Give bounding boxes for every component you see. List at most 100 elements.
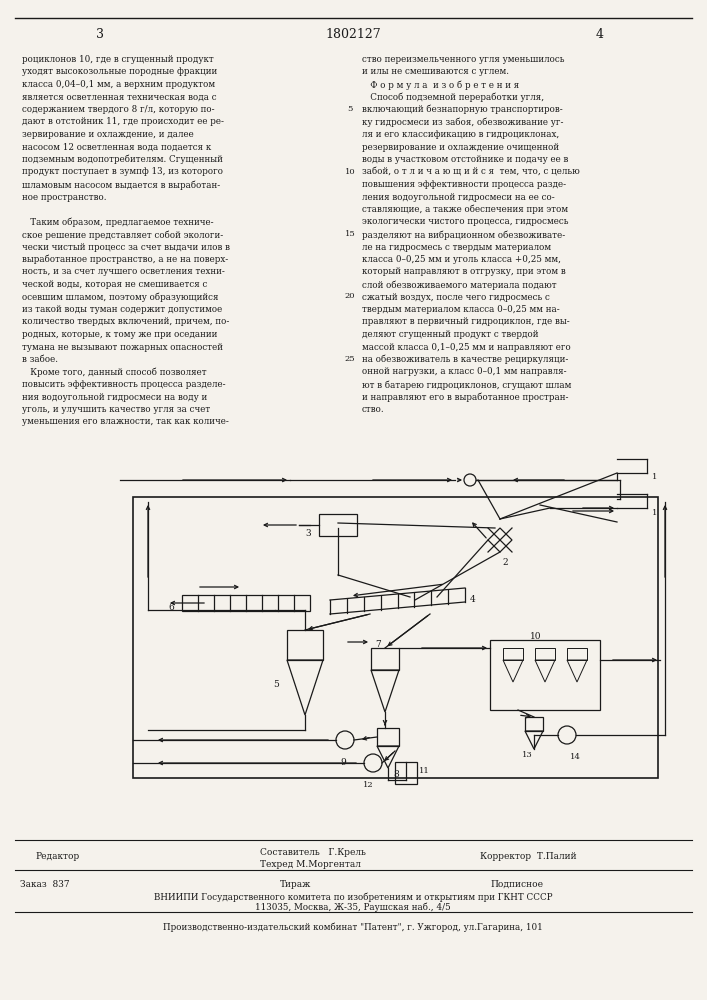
Text: Способ подземной переработки угля,: Способ подземной переработки угля,: [362, 93, 544, 102]
Text: зервирование и охлаждение, и далее: зервирование и охлаждение, и далее: [22, 130, 194, 139]
Text: Ф о р м у л а  и з о б р е т е н и я: Ф о р м у л а и з о б р е т е н и я: [362, 80, 519, 90]
Text: подземным водопотребителям. Сгущенный: подземным водопотребителям. Сгущенный: [22, 155, 223, 164]
Bar: [525, 717, 543, 731]
Text: в забое.: в забое.: [22, 355, 58, 364]
Bar: [371, 648, 399, 670]
Bar: [133, 497, 658, 778]
Text: уменьшения его влажности, так как количе-: уменьшения его влажности, так как количе…: [22, 418, 229, 426]
Text: 5: 5: [347, 105, 353, 113]
Text: является осветленная техническая вода с: является осветленная техническая вода с: [22, 93, 216, 102]
Text: уголь, и улучшить качество угля за счет: уголь, и улучшить качество угля за счет: [22, 405, 210, 414]
Text: тумана не вызывают пожарных опасностей: тумана не вызывают пожарных опасностей: [22, 342, 223, 352]
Text: ство переизмельченного угля уменьшилось: ство переизмельченного угля уменьшилось: [362, 55, 564, 64]
Text: количество твердых включений, причем, по-: количество твердых включений, причем, по…: [22, 318, 229, 326]
Text: и илы не смешиваются с углем.: и илы не смешиваются с углем.: [362, 68, 509, 77]
Text: Редактор: Редактор: [35, 852, 79, 861]
Text: ВНИИПИ Государственного комитета по изобретениям и открытиям при ГКНТ СССР: ВНИИПИ Государственного комитета по изоб…: [153, 892, 552, 902]
Text: 10: 10: [530, 632, 542, 641]
Text: включающий безнапорную транспортиров-: включающий безнапорную транспортиров-: [362, 105, 563, 114]
Text: родных, которые, к тому же при оседании: родных, которые, к тому же при оседании: [22, 330, 217, 339]
Text: повышения эффективности процесса разде-: повышения эффективности процесса разде-: [362, 180, 566, 189]
Text: осевшим шламом, поэтому образующийся: осевшим шламом, поэтому образующийся: [22, 292, 218, 302]
Text: твердым материалом класса 0–0,25 мм на-: твердым материалом класса 0–0,25 мм на-: [362, 305, 560, 314]
Text: ления водоугольной гидросмеси на ее со-: ления водоугольной гидросмеси на ее со-: [362, 192, 555, 202]
Text: ское решение представляет собой экологи-: ское решение представляет собой экологи-: [22, 230, 223, 239]
Text: ческой воды, которая не смешивается с: ческой воды, которая не смешивается с: [22, 280, 207, 289]
Text: Заказ  837: Заказ 837: [20, 880, 69, 889]
Text: 4: 4: [470, 595, 476, 604]
Text: Производственно-издательский комбинат "Патент", г. Ужгород, ул.Гагарина, 101: Производственно-издательский комбинат "П…: [163, 922, 543, 932]
Text: массой класса 0,1–0,25 мм и направляют его: массой класса 0,1–0,25 мм и направляют е…: [362, 342, 571, 352]
Text: 3: 3: [96, 28, 104, 41]
Text: Техред М.Моргентал: Техред М.Моргентал: [260, 860, 361, 869]
Text: ность, и за счет лучшего осветления техни-: ность, и за счет лучшего осветления техн…: [22, 267, 225, 276]
Text: ку гидросмеси из забоя, обезвоживание уг-: ку гидросмеси из забоя, обезвоживание уг…: [362, 117, 563, 127]
Text: 25: 25: [345, 355, 356, 363]
Text: 15: 15: [344, 230, 356, 238]
Text: 9: 9: [340, 758, 346, 767]
Text: 4: 4: [596, 28, 604, 41]
Bar: [503, 648, 523, 660]
Text: Тираж: Тираж: [280, 880, 311, 889]
Text: содержанием твердого 8 г/л, которую по-: содержанием твердого 8 г/л, которую по-: [22, 105, 215, 114]
Text: класса 0–0,25 мм и уголь класса +0,25 мм,: класса 0–0,25 мм и уголь класса +0,25 мм…: [362, 255, 561, 264]
Text: повысить эффективность процесса разделе-: повысить эффективность процесса разделе-: [22, 380, 226, 389]
Text: выработанное пространство, а не на поверх-: выработанное пространство, а не на повер…: [22, 255, 228, 264]
Text: воды в участковом отстойнике и подачу ее в: воды в участковом отстойнике и подачу ее…: [362, 155, 568, 164]
Text: 1: 1: [652, 473, 658, 481]
Text: 2: 2: [502, 558, 508, 567]
Text: правляют в первичный гидроциклон, где вы-: правляют в первичный гидроциклон, где вы…: [362, 318, 570, 326]
Text: 14: 14: [570, 753, 581, 761]
Text: забой, о т л и ч а ю щ и й с я  тем, что, с целью: забой, о т л и ч а ю щ и й с я тем, что,…: [362, 167, 580, 176]
Text: Подписное: Подписное: [490, 880, 543, 889]
Bar: [395, 762, 417, 784]
Text: 8: 8: [393, 770, 399, 779]
Text: ство.: ство.: [362, 405, 385, 414]
Text: Составитель   Г.Крель: Составитель Г.Крель: [260, 848, 366, 857]
Text: 20: 20: [345, 292, 355, 300]
Text: ния водоугольной гидросмеси на воду и: ния водоугольной гидросмеси на воду и: [22, 392, 207, 401]
Text: роциклонов 10, где в сгущенный продукт: роциклонов 10, где в сгущенный продукт: [22, 55, 214, 64]
Text: из такой воды туман содержит допустимое: из такой воды туман содержит допустимое: [22, 305, 222, 314]
Text: 6: 6: [168, 603, 174, 612]
Text: экологически чистого процесса, гидросмесь: экологически чистого процесса, гидросмес…: [362, 218, 568, 227]
Text: 11: 11: [419, 767, 430, 775]
Text: 113035, Москва, Ж-35, Раушская наб., 4/5: 113035, Москва, Ж-35, Раушская наб., 4/5: [255, 903, 451, 912]
Text: и направляют его в выработанное простран-: и направляют его в выработанное простран…: [362, 392, 568, 402]
Bar: [319, 514, 357, 536]
Text: 10: 10: [345, 167, 356, 176]
Text: онной нагрузки, а класс 0–0,1 мм направля-: онной нагрузки, а класс 0–0,1 мм направл…: [362, 367, 566, 376]
Text: Таким образом, предлагаемое техниче-: Таким образом, предлагаемое техниче-: [22, 218, 214, 227]
Text: ставляющие, а также обеспечения при этом: ставляющие, а также обеспечения при этом: [362, 205, 568, 215]
Text: ле на гидросмесь с твердым материалом: ле на гидросмесь с твердым материалом: [362, 242, 551, 251]
Bar: [287, 630, 323, 660]
Text: ля и его классификацию в гидроциклонах,: ля и его классификацию в гидроциклонах,: [362, 130, 559, 139]
Text: сжатый воздух, после чего гидросмесь с: сжатый воздух, после чего гидросмесь с: [362, 292, 550, 302]
Text: Корректор  Т.Палий: Корректор Т.Палий: [480, 852, 577, 861]
Text: чески чистый процесс за счет выдачи илов в: чески чистый процесс за счет выдачи илов…: [22, 242, 230, 251]
Text: деляют сгущенный продукт с твердой: деляют сгущенный продукт с твердой: [362, 330, 539, 339]
Text: 5: 5: [273, 680, 279, 689]
Bar: [377, 728, 399, 746]
Bar: [535, 648, 555, 660]
Text: класса 0,04–0,1 мм, а верхним продуктом: класса 0,04–0,1 мм, а верхним продуктом: [22, 80, 215, 89]
Bar: [490, 640, 600, 710]
Text: ют в батарею гидроциклонов, сгущают шлам: ют в батарею гидроциклонов, сгущают шлам: [362, 380, 571, 389]
Text: продукт поступает в зумпф 13, из которого: продукт поступает в зумпф 13, из которог…: [22, 167, 223, 176]
Text: шламовым насосом выдается в выработан-: шламовым насосом выдается в выработан-: [22, 180, 221, 190]
Text: разделяют на вибрационном обезвоживате-: разделяют на вибрационном обезвоживате-: [362, 230, 566, 239]
Text: слой обезвоживаемого материала подают: слой обезвоживаемого материала подают: [362, 280, 556, 290]
Text: резервирование и охлаждение очищенной: резервирование и охлаждение очищенной: [362, 142, 559, 151]
Text: насосом 12 осветленная вода подается к: насосом 12 осветленная вода подается к: [22, 142, 211, 151]
Text: 1802127: 1802127: [325, 28, 381, 41]
Text: который направляют в отгрузку, при этом в: который направляют в отгрузку, при этом …: [362, 267, 566, 276]
Text: ное пространство.: ное пространство.: [22, 192, 107, 202]
Bar: [567, 648, 587, 660]
Text: 7: 7: [375, 640, 381, 649]
Text: дают в отстойник 11, где происходит ее ре-: дают в отстойник 11, где происходит ее р…: [22, 117, 224, 126]
Text: 13: 13: [522, 751, 533, 759]
Text: 1: 1: [652, 509, 658, 517]
Text: Кроме того, данный способ позволяет: Кроме того, данный способ позволяет: [22, 367, 206, 377]
Text: на обезвоживатель в качестве рециркуляци-: на обезвоживатель в качестве рециркуляци…: [362, 355, 568, 364]
Text: уходят высокозольные породные фракции: уходят высокозольные породные фракции: [22, 68, 217, 77]
